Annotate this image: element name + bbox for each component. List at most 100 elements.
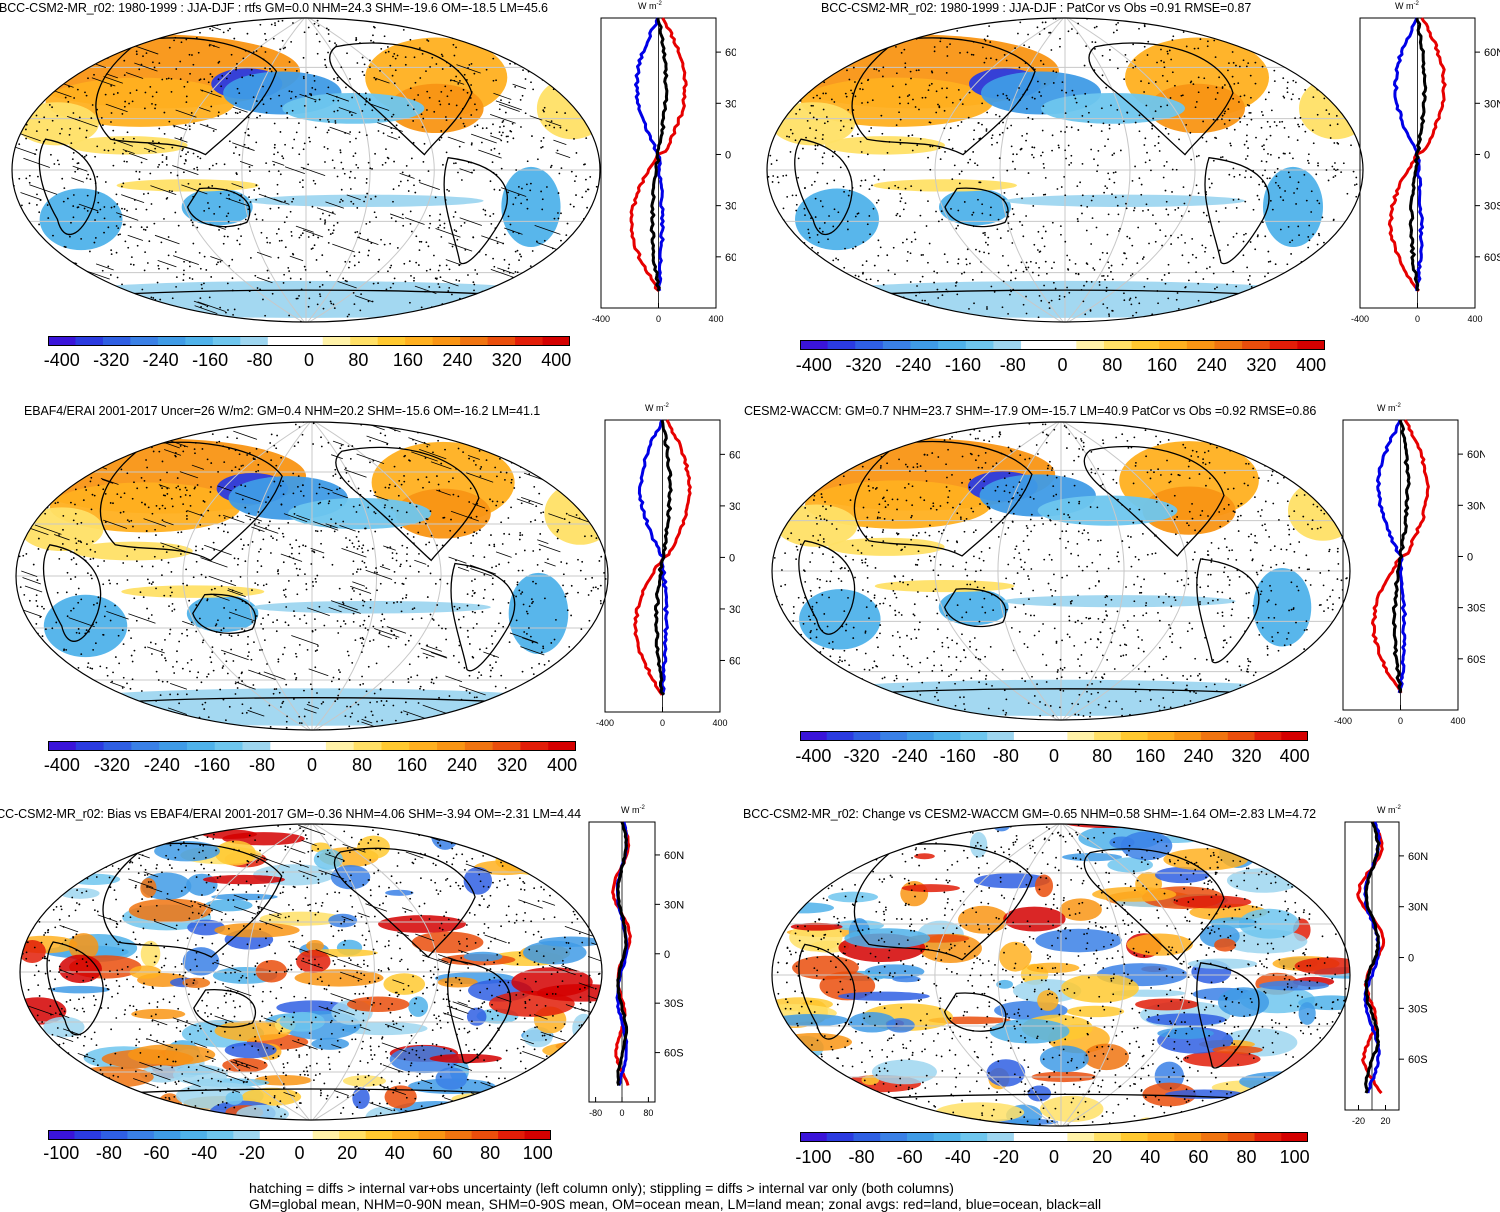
stipple-dot: [219, 515, 221, 517]
stipple-dot: [493, 544, 495, 546]
stipple-dot: [929, 243, 931, 245]
stipple-dot: [950, 208, 952, 210]
stipple-dot: [529, 189, 531, 191]
stipple-dot: [469, 675, 471, 677]
stipple-dot: [388, 487, 390, 489]
stipple-dot: [74, 171, 76, 173]
stipple-dot: [339, 588, 341, 590]
stipple-dot: [817, 234, 819, 236]
stipple-dot: [286, 721, 288, 723]
stipple-dot: [517, 713, 519, 715]
stipple-dot: [912, 99, 914, 101]
stipple-dot: [264, 315, 266, 317]
stipple-dot: [299, 237, 301, 239]
stipple-dot: [832, 34, 834, 36]
stipple-dot: [529, 312, 531, 314]
stipple-dot: [58, 558, 60, 560]
stipple-dot: [492, 58, 494, 60]
lat-label: 30S: [725, 201, 736, 213]
stipple-dot: [501, 168, 503, 170]
stipple-dot: [1059, 295, 1061, 297]
stipple-dot: [791, 237, 793, 239]
stipple-dot: [576, 152, 578, 154]
stipple-dot: [77, 278, 79, 280]
stipple-dot: [190, 505, 192, 507]
stipple-dot: [371, 711, 373, 713]
stipple-dot: [1287, 91, 1289, 93]
stipple-dot: [351, 712, 353, 714]
stipple-dot: [1236, 233, 1238, 235]
stipple-dot: [49, 435, 51, 437]
stipple-dot: [539, 533, 541, 535]
stipple-dot: [413, 280, 415, 282]
stipple-dot: [313, 422, 315, 424]
stipple-dot: [323, 146, 325, 148]
stipple-dot: [1063, 176, 1065, 178]
stipple-dot: [87, 572, 89, 574]
stipple-dot: [239, 111, 241, 113]
stipple-dot: [138, 68, 140, 70]
stipple-dot: [237, 558, 239, 560]
stipple-dot: [573, 24, 575, 26]
stipple-dot: [505, 323, 507, 324]
stipple-dot: [356, 231, 358, 233]
stipple-dot: [777, 82, 779, 84]
stipple-dot: [1257, 234, 1259, 236]
colorbar-tick-label: -240: [895, 355, 931, 376]
stipple-dot: [378, 727, 380, 729]
stipple-dot: [493, 80, 495, 82]
stipple-dot: [1247, 147, 1249, 149]
stipple-dot: [489, 498, 491, 500]
stipple-dot: [113, 93, 115, 95]
field-patch: [74, 542, 193, 561]
stipple-dot: [463, 89, 465, 91]
stipple-dot: [364, 104, 366, 106]
colorbar-swatch: [103, 336, 131, 346]
panel-title: BCC-CSM2-MR_r02: 1980-1999 : JJA-DJF : P…: [821, 1, 1251, 15]
stipple-dot: [357, 704, 359, 706]
stipple-dot: [161, 79, 163, 81]
stipple-dot: [565, 596, 567, 598]
stipple-dot: [1132, 322, 1134, 324]
stipple-dot: [389, 267, 391, 269]
stipple-dot: [1319, 71, 1321, 73]
stipple-dot: [560, 561, 562, 563]
stipple-dot: [1165, 235, 1167, 237]
stipple-dot: [406, 553, 408, 555]
stipple-dot: [1308, 162, 1310, 164]
stipple-dot: [1097, 150, 1099, 152]
stipple-dot: [973, 212, 975, 214]
stipple-dot: [312, 581, 314, 583]
stipple-dot: [87, 77, 89, 79]
stipple-dot: [135, 171, 137, 173]
stipple-dot: [164, 639, 166, 641]
stipple-dot: [369, 461, 371, 463]
stipple-dot: [196, 561, 198, 563]
stipple-dot: [198, 52, 200, 54]
stipple-dot: [183, 261, 185, 263]
stipple-dot: [1243, 241, 1245, 243]
stipple-dot: [426, 476, 428, 478]
hatch-line: [221, 729, 233, 732]
stipple-dot: [133, 31, 135, 33]
stipple-dot: [822, 163, 824, 165]
stipple-dot: [565, 665, 567, 667]
stipple-dot: [557, 538, 559, 540]
stipple-dot: [868, 130, 870, 132]
stipple-dot: [438, 697, 440, 699]
stipple-dot: [1196, 184, 1198, 186]
stipple-dot: [117, 718, 119, 720]
stipple-dot: [1068, 164, 1070, 166]
stipple-dot: [244, 507, 246, 509]
stipple-dot: [14, 705, 15, 707]
stipple-dot: [92, 32, 94, 34]
stipple-dot: [883, 284, 885, 286]
stipple-dot: [364, 63, 366, 65]
stipple-dot: [211, 185, 213, 187]
stipple-dot: [878, 179, 880, 181]
stipple-dot: [1166, 104, 1168, 106]
stipple-dot: [164, 507, 166, 509]
stipple-dot: [1265, 99, 1267, 101]
stipple-dot: [96, 145, 98, 147]
stipple-dot: [492, 161, 494, 163]
